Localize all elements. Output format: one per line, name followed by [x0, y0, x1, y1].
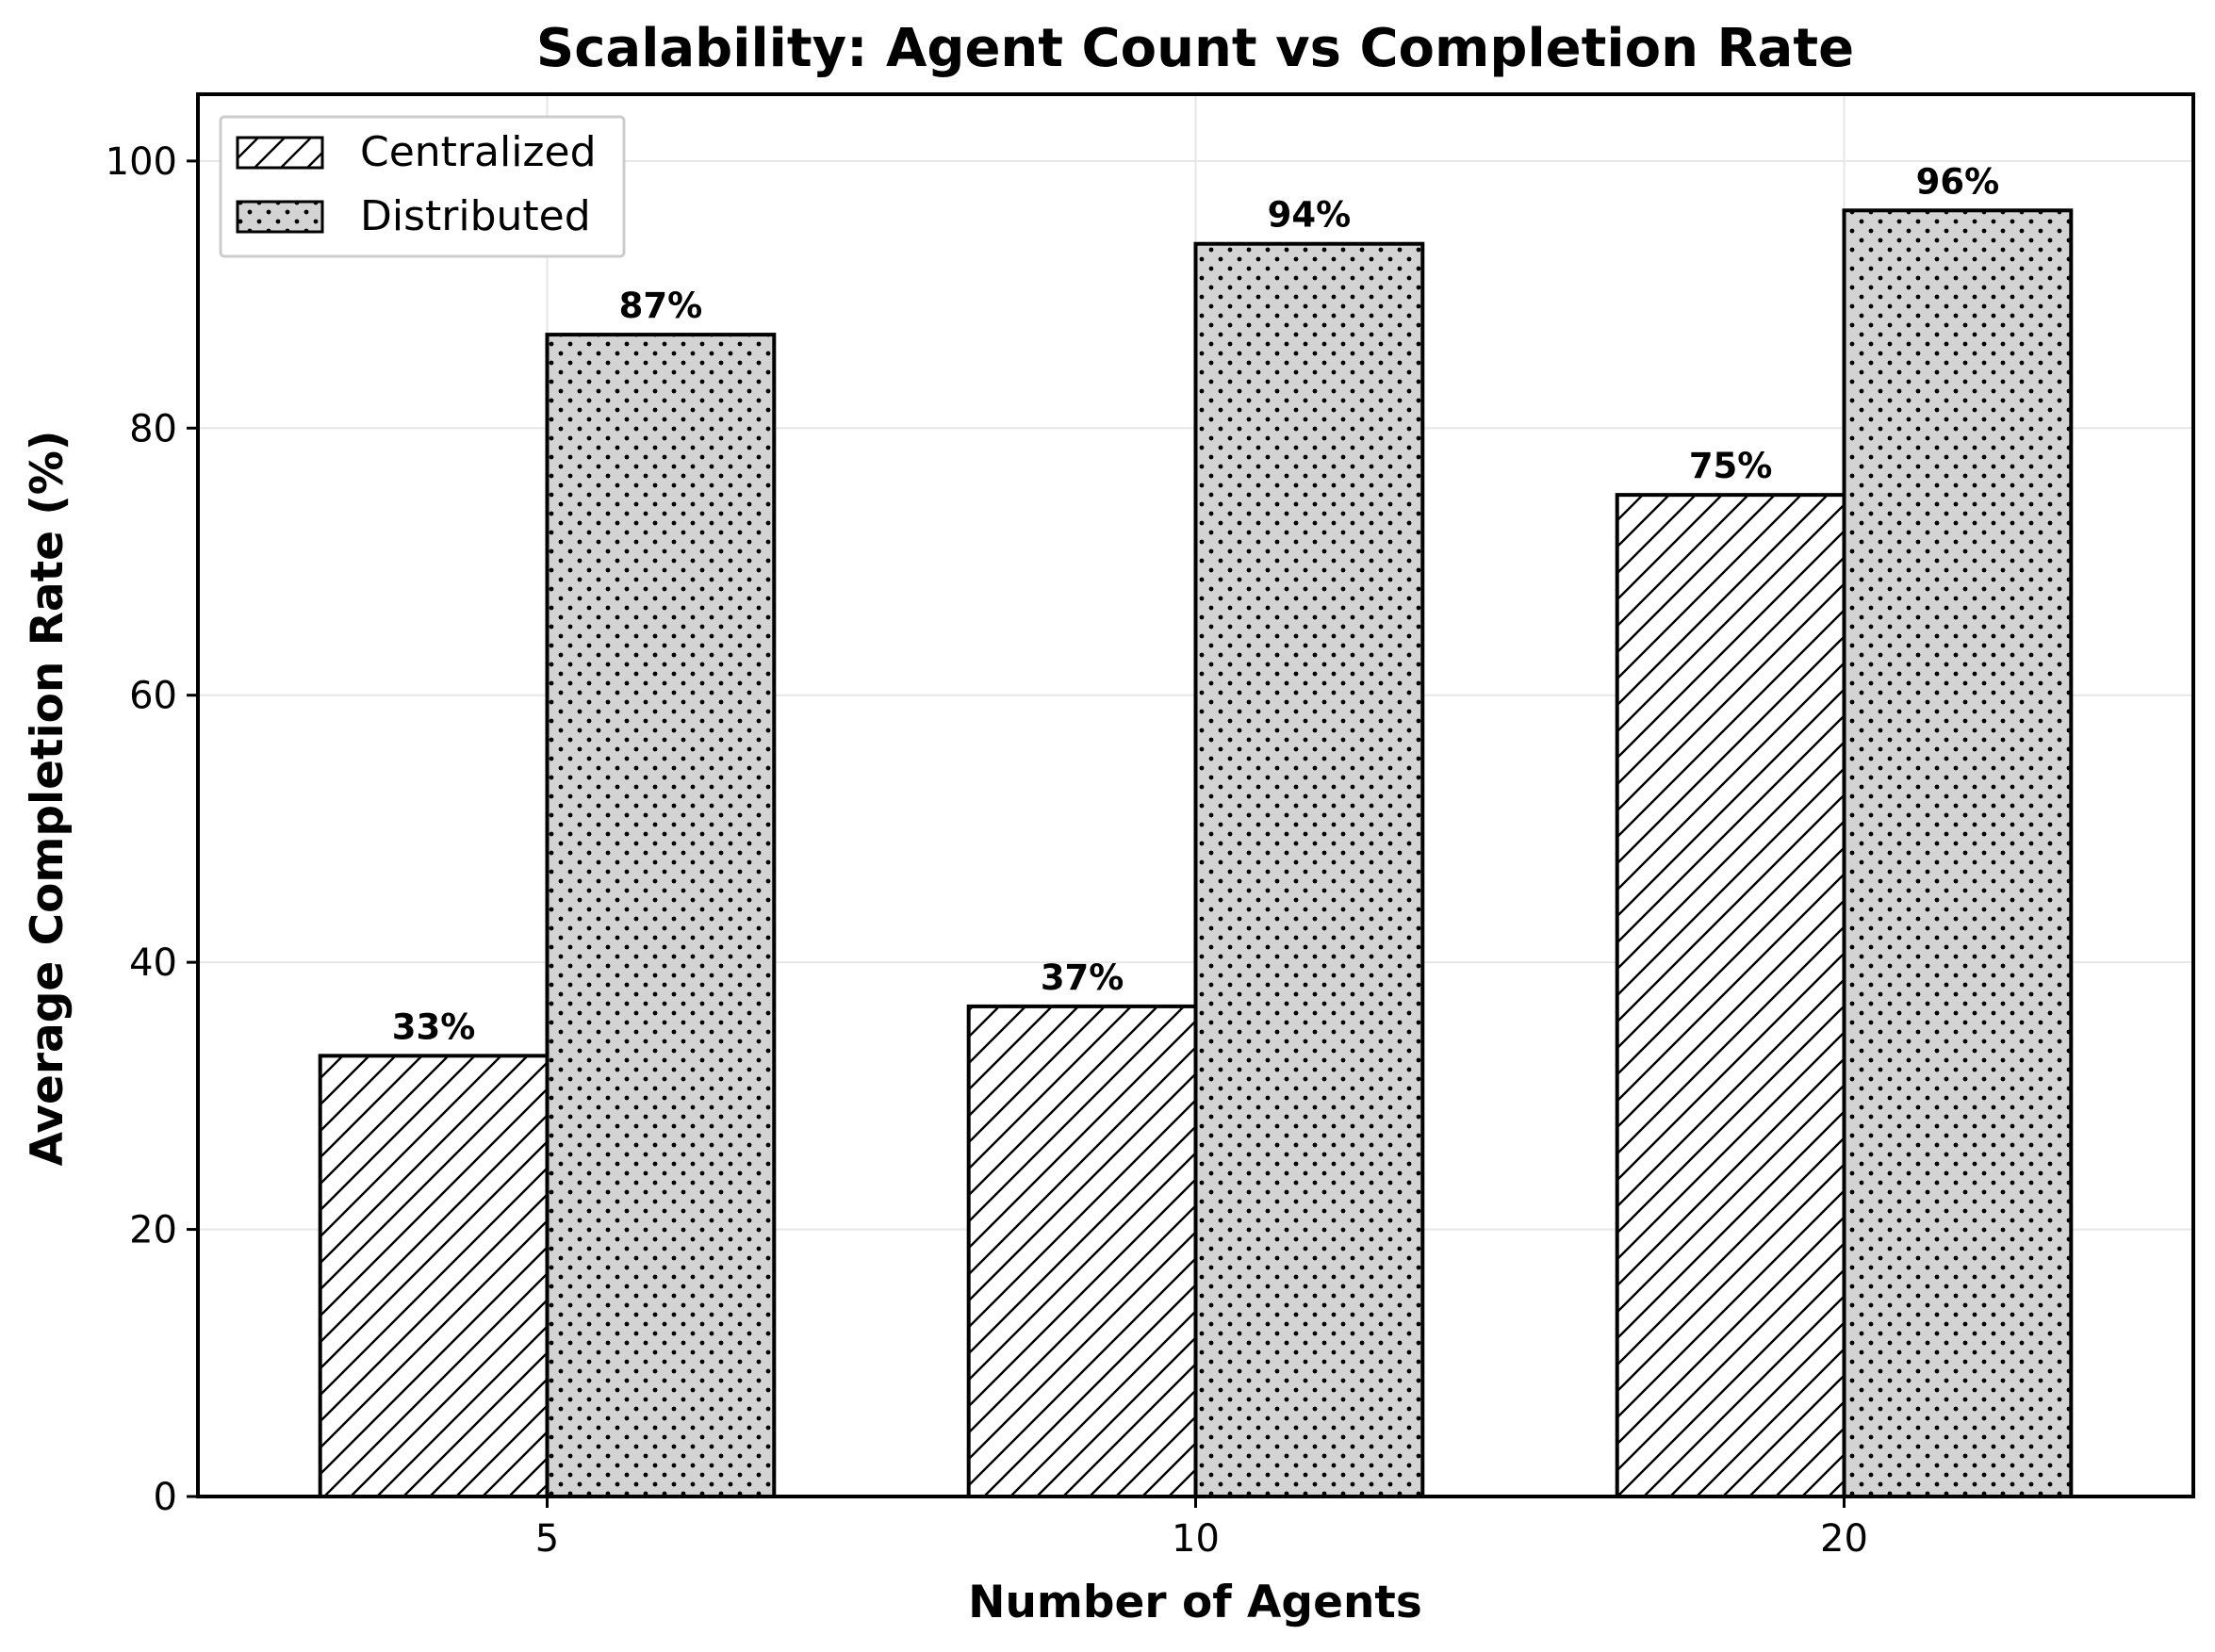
y-tick-label: 100: [106, 140, 177, 184]
y-tick-label: 0: [154, 1476, 177, 1519]
chart-title: Scalability: Agent Count vs Completion R…: [536, 18, 1854, 79]
data-label-centralized-20: 75%: [1689, 446, 1773, 486]
bar-centralized-5: [318, 1054, 550, 1499]
y-tick-label: 60: [129, 675, 177, 718]
data-label-centralized-5: 33%: [392, 1006, 476, 1047]
y-tick-label: 40: [129, 941, 177, 985]
bars: [318, 208, 2074, 1499]
bar-centralized-20: [1615, 493, 1846, 1499]
legend-swatch-centralized: [236, 136, 324, 170]
y-axis-label: Average Completion Rate (%): [22, 431, 74, 1167]
y-axis-ticks: 0 20 40 60 80 100: [106, 140, 198, 1519]
x-tick-label: 5: [535, 1517, 559, 1561]
legend-label-distributed: Distributed: [360, 192, 591, 240]
legend-swatch-distributed: [236, 200, 324, 234]
bar-distributed-10: [1193, 241, 1425, 1499]
legend: Centralized Distributed: [219, 115, 626, 258]
x-axis-label: Number of Agents: [968, 1577, 1422, 1628]
data-label-distributed-10: 94%: [1268, 195, 1352, 236]
x-tick-label: 20: [1820, 1517, 1868, 1561]
legend-label-centralized: Centralized: [360, 128, 597, 176]
bar-distributed-20: [1842, 208, 2074, 1499]
data-label-centralized-10: 37%: [1041, 957, 1124, 998]
x-tick-label: 10: [1172, 1517, 1220, 1561]
y-tick-label: 20: [129, 1209, 177, 1252]
data-labels: 33% 37% 75% 87% 94% 96%: [392, 161, 1999, 1047]
data-label-distributed-20: 96%: [1916, 161, 2000, 202]
x-axis-ticks: 5 10 20: [535, 1497, 1868, 1561]
y-tick-label: 80: [129, 407, 177, 450]
bar-centralized-10: [966, 1004, 1198, 1498]
data-label-distributed-5: 87%: [619, 286, 703, 326]
bar-distributed-5: [545, 333, 777, 1499]
